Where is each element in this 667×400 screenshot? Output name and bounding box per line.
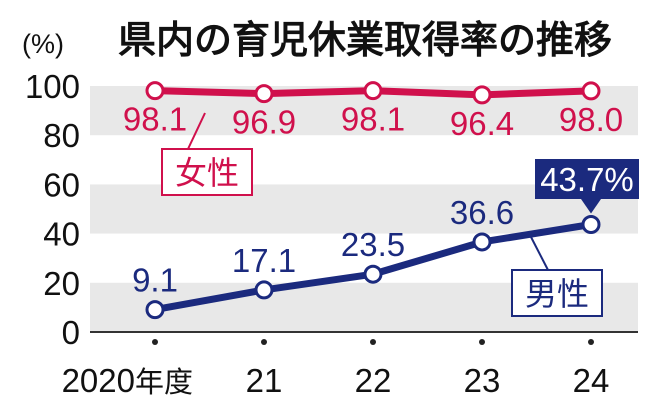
data-label: 23.5: [341, 226, 405, 263]
data-point-0: [363, 81, 383, 101]
data-point-1: [254, 280, 274, 300]
x-tick-label: 2020年度: [62, 362, 193, 399]
y-axis-ticks: 0 20 40 60 80 100: [25, 68, 80, 351]
y-tick-label: 60: [43, 166, 80, 203]
data-label: 98.1: [341, 101, 405, 138]
data-point-0: [145, 81, 165, 101]
callout-label: 43.7%: [540, 161, 634, 198]
male-legend-box: [511, 269, 603, 317]
y-tick-label: 0: [62, 314, 80, 351]
x-tick-label: 23: [464, 362, 501, 399]
x-tick-mark: [152, 339, 158, 345]
x-tick-mark: [370, 339, 376, 345]
female-legend-box: [161, 148, 253, 196]
male-legend-label: 男性: [525, 275, 589, 313]
series-layer: 98.1 96.9 98.1 96.4 98.0 9.1 17.1 23.5 36.6: [123, 81, 623, 320]
female-legend-label: 女性: [175, 154, 239, 192]
y-tick-label: 100: [25, 68, 80, 105]
callout-box: [535, 159, 639, 199]
data-point-1: [581, 214, 601, 234]
x-tick-label: 22: [355, 362, 392, 399]
data-label: 9.1: [132, 262, 178, 299]
data-point-0: [581, 81, 601, 101]
y-tick-label: 20: [43, 265, 80, 302]
data-point-1: [363, 264, 383, 284]
callout-pointer: [581, 199, 601, 214]
male-leader-line: [530, 236, 549, 271]
data-point-1: [145, 300, 165, 320]
x-tick-label: 24: [573, 362, 610, 399]
data-label: 96.4: [450, 105, 514, 142]
data-label: 98.0: [559, 101, 623, 138]
y-tick-label: 40: [43, 216, 80, 253]
data-point-1: [472, 232, 492, 252]
data-point-0: [472, 85, 492, 105]
x-tick-mark: [479, 339, 485, 345]
x-tick-mark: [261, 339, 267, 345]
data-label: 17.1: [232, 242, 296, 279]
y-axis-unit-label: (%): [22, 29, 64, 59]
data-label: 98.1: [123, 101, 187, 138]
female-leader-line: [187, 112, 206, 150]
data-label: 96.9: [232, 104, 296, 141]
x-axis-ticks: 2020年度 21 22 23 24: [62, 339, 610, 399]
data-point-0: [254, 84, 274, 104]
data-label: 36.6: [450, 194, 514, 231]
x-tick-mark: [588, 339, 594, 345]
chart-title: 県内の育児休業取得率の推移: [118, 18, 612, 62]
x-tick-label: 21: [246, 362, 283, 399]
y-tick-label: 80: [43, 117, 80, 154]
